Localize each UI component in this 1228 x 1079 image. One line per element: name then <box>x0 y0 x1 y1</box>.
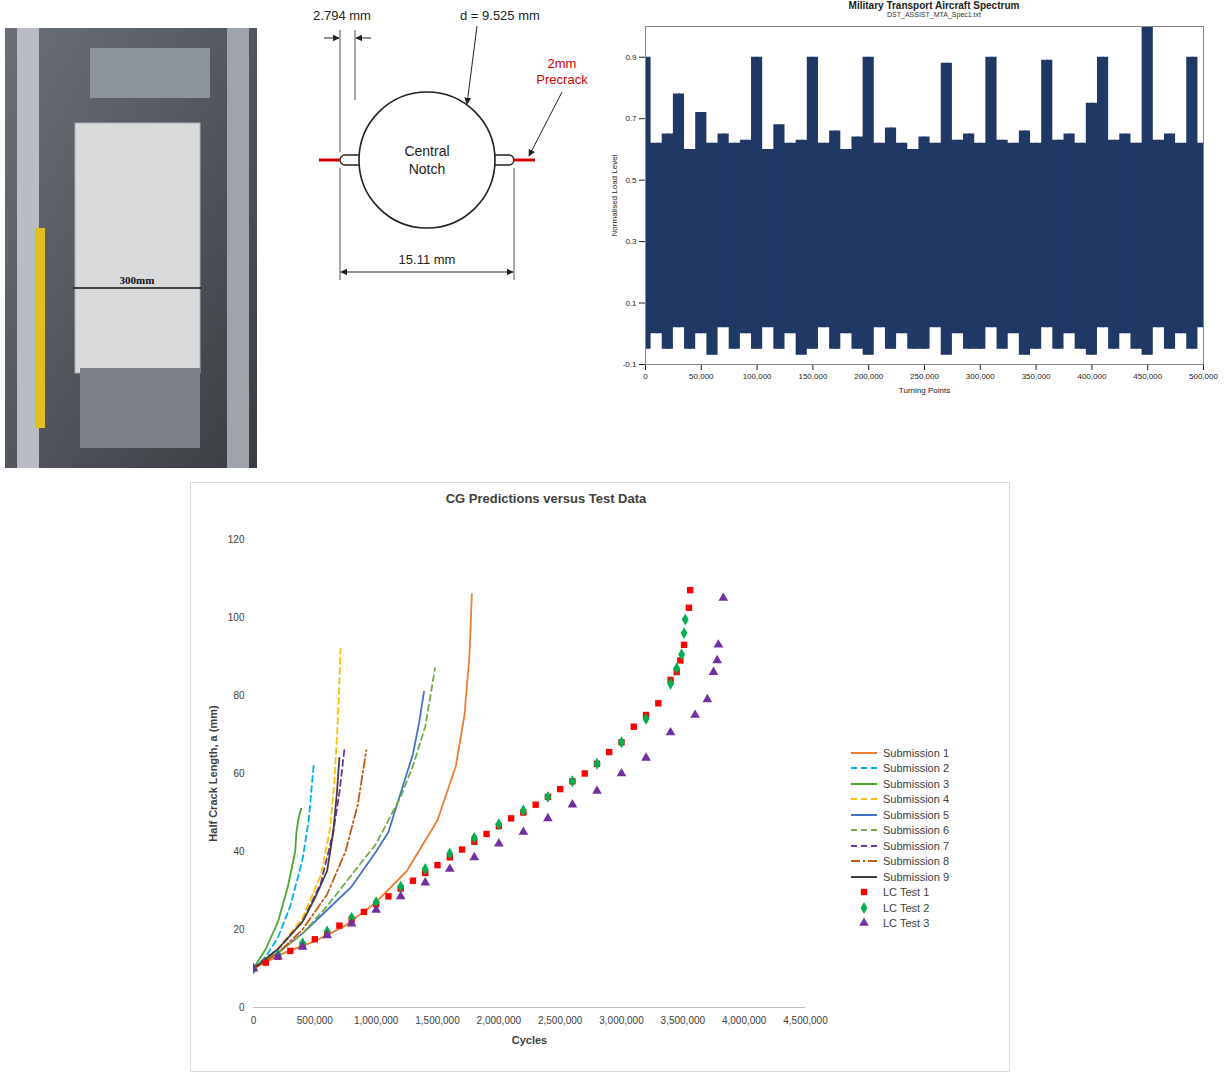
svg-text:350,000: 350,000 <box>1022 372 1051 381</box>
svg-text:0.9: 0.9 <box>625 53 637 62</box>
svg-text:3,500,000: 3,500,000 <box>661 1015 706 1026</box>
svg-text:15.11 mm: 15.11 mm <box>399 252 456 267</box>
svg-text:300,000: 300,000 <box>966 372 995 381</box>
html-text:LC Test 2: LC Test 2 <box>883 901 930 914</box>
svg-text:80: 80 <box>233 690 245 701</box>
html-text:Submission 1: Submission 1 <box>883 746 949 759</box>
svg-text:0: 0 <box>239 1002 245 1013</box>
svg-text:250,000: 250,000 <box>910 372 939 381</box>
svg-text:40: 40 <box>233 846 245 857</box>
svg-text:1,500,000: 1,500,000 <box>415 1015 460 1026</box>
svg-text:0.1: 0.1 <box>625 299 637 308</box>
svg-text:d = 9.525 mm: d = 9.525 mm <box>460 8 540 23</box>
svg-text:4,000,000: 4,000,000 <box>722 1015 767 1026</box>
html-text:LC Test 1: LC Test 1 <box>883 886 930 899</box>
html-text:Submission 8: Submission 8 <box>883 855 949 868</box>
svg-text:0.5: 0.5 <box>625 176 637 185</box>
svg-text:1,000,000: 1,000,000 <box>354 1015 399 1026</box>
svg-text:Turning Points: Turning Points <box>899 386 950 395</box>
svg-text:4,500,000: 4,500,000 <box>783 1015 828 1026</box>
svg-text:450,000: 450,000 <box>1133 372 1162 381</box>
html-text:Submission 5: Submission 5 <box>883 808 949 821</box>
svg-text:20: 20 <box>233 924 245 935</box>
svg-text:-0.1: -0.1 <box>623 360 637 369</box>
html-text:Submission 6: Submission 6 <box>883 824 949 837</box>
svg-text:0: 0 <box>643 372 648 381</box>
svg-text:Half Crack Length, a (mm): Half Crack Length, a (mm) <box>207 705 219 842</box>
html-text:Submission 7: Submission 7 <box>883 839 949 852</box>
html-text:LC Test 3: LC Test 3 <box>883 917 930 930</box>
svg-text:400,000: 400,000 <box>1077 372 1106 381</box>
svg-text:50,000: 50,000 <box>689 372 714 381</box>
svg-text:2.794 mm: 2.794 mm <box>313 8 371 23</box>
html-text:CG Predictions versus Test Dat: CG Predictions versus Test Data <box>445 491 647 506</box>
svg-text:500,000: 500,000 <box>297 1015 334 1026</box>
svg-text:0: 0 <box>251 1015 257 1026</box>
svg-text:CentralNotch: CentralNotch <box>404 143 449 177</box>
svg-text:150,000: 150,000 <box>798 372 827 381</box>
html-text:Submission 4: Submission 4 <box>883 793 949 806</box>
svg-text:2mmPrecrack: 2mmPrecrack <box>536 56 588 87</box>
html-text:Military Transport Aircraft Sp: Military Transport Aircraft Spectrum <box>848 0 1020 11</box>
svg-text:100: 100 <box>228 612 245 623</box>
html-text:Submission 2: Submission 2 <box>883 762 949 775</box>
svg-text:100,000: 100,000 <box>743 372 772 381</box>
svg-text:3,000,000: 3,000,000 <box>599 1015 644 1026</box>
svg-text:0.3: 0.3 <box>625 237 637 246</box>
svg-text:Normalised Load Level: Normalised Load Level <box>610 154 619 236</box>
svg-text:120: 120 <box>228 534 245 545</box>
svg-text:2,500,000: 2,500,000 <box>538 1015 583 1026</box>
svg-text:0.7: 0.7 <box>625 114 637 123</box>
html-text:DST_ASSIST_MTA_Spec1.txt: DST_ASSIST_MTA_Spec1.txt <box>887 11 981 18</box>
svg-text:60: 60 <box>233 768 245 779</box>
html-text:Submission 3: Submission 3 <box>883 777 949 790</box>
svg-text:500,000: 500,000 <box>1189 372 1218 381</box>
html-text:Submission 9: Submission 9 <box>883 870 949 883</box>
svg-text:2,000,000: 2,000,000 <box>477 1015 522 1026</box>
svg-text:300mm: 300mm <box>120 274 155 286</box>
svg-text:Cycles: Cycles <box>512 1034 547 1046</box>
svg-text:200,000: 200,000 <box>854 372 883 381</box>
